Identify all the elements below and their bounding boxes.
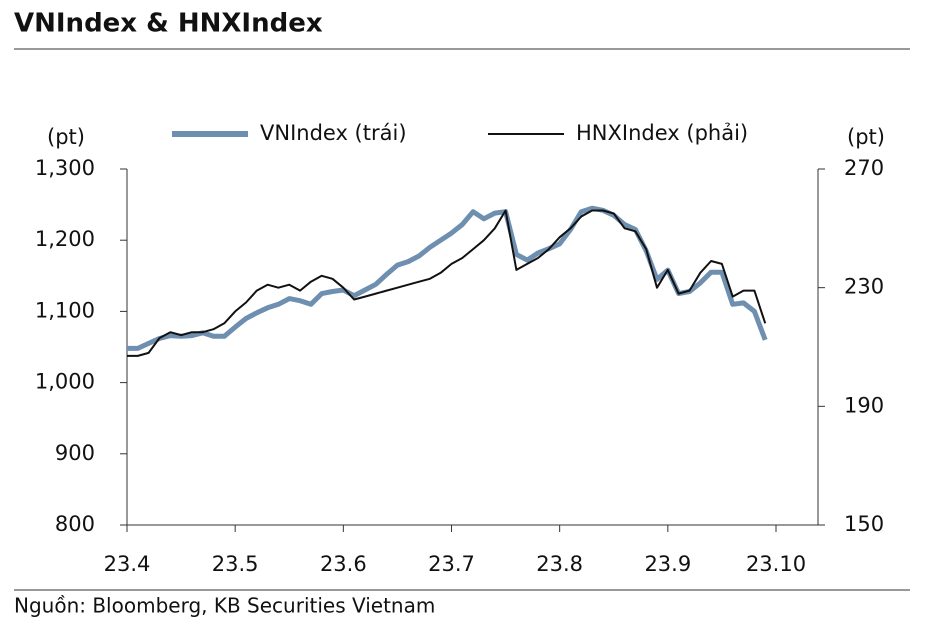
x-tick-label: 23.9	[644, 552, 691, 576]
series-line	[127, 205, 768, 351]
y-tick-label: 1,000	[35, 370, 95, 394]
x-tick-label: 23.4	[104, 552, 151, 576]
y-axis-label: (pt)	[47, 125, 85, 149]
x-tick-label: 23.6	[320, 552, 367, 576]
x-tick-label: 23.8	[536, 552, 583, 576]
y2-tick-label: 270	[844, 156, 884, 180]
series-line	[127, 209, 767, 357]
y-tick-label: 1,300	[35, 156, 95, 180]
y-tick-label: 800	[55, 512, 95, 536]
source-note: Nguồn: Bloomberg, KB Securities Vietnam	[14, 594, 435, 618]
chart-title: VNIndex & HNXIndex	[14, 9, 323, 39]
legend-label: HNXIndex (phải)	[576, 121, 748, 145]
legend-label: VNIndex (trái)	[260, 121, 407, 145]
y-tick-label: 1,100	[35, 298, 95, 322]
x-tick-label: 23.5	[212, 552, 259, 576]
x-tick-label: 23.7	[428, 552, 475, 576]
y-tick-label: 900	[55, 441, 95, 465]
y2-tick-label: 190	[844, 393, 884, 417]
y2-tick-label: 150	[844, 512, 884, 536]
y-tick-label: 1,200	[35, 227, 95, 251]
x-tick-label: 23.10	[746, 552, 806, 576]
y2-axis-label: (pt)	[847, 125, 885, 149]
y2-tick-label: 230	[844, 275, 884, 299]
